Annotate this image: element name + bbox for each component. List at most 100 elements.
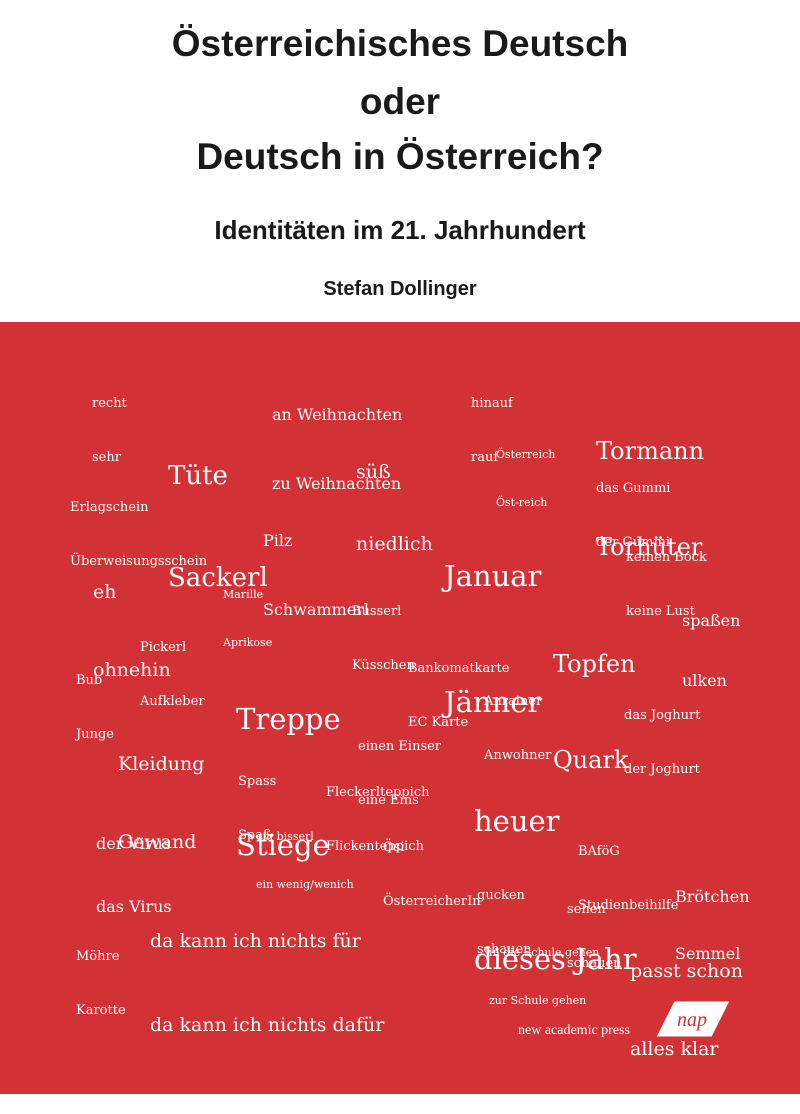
word: Pickerl [140, 640, 187, 655]
word: ulken [682, 671, 727, 690]
word-pair-spassen: spaßen ulken [682, 571, 740, 731]
word: das Gummi [596, 481, 671, 496]
word-cloud-panel [0, 322, 800, 1094]
word-pair-tormann: Tormann Torhüter [596, 371, 704, 627]
word: Quark [553, 746, 629, 774]
word-pair-bankomat: Bankomatkarte EC Karte [408, 624, 509, 768]
word: da kann ich nichts dafür [150, 1014, 385, 1036]
word: der Gummi [596, 535, 670, 550]
word: schauen [567, 956, 622, 971]
word-pair-pickerl: Pickerl Aufkleber [140, 603, 205, 747]
word: Flickenteppich [326, 839, 424, 854]
word: heuer [474, 804, 560, 838]
word: ein wenig/wenich [256, 878, 354, 891]
author: Stefan Dollinger [323, 278, 477, 300]
title-line-2: oder [359, 81, 441, 122]
cover-header: Österreichisches Deutsch oder Deutsch in… [0, 0, 800, 322]
word-pair-schule: in die Schule gehen zur Schule gehen [489, 913, 599, 1041]
word: BAföG [578, 844, 620, 859]
word: alles klar [630, 1038, 719, 1060]
word: Brötchen [675, 887, 750, 906]
word: dieses Jahr [474, 942, 637, 976]
word: süß [356, 461, 391, 483]
word: niedlich [356, 533, 433, 555]
word: Kleidung [118, 753, 205, 775]
word: keinen Bock [626, 550, 707, 565]
word-pair-spass: Spass Spaß [238, 737, 276, 881]
word: Aufkleber [140, 694, 205, 709]
word: eine Eins [358, 793, 419, 808]
subtitle: Identitäten im 21. Jahrhundert [214, 215, 586, 245]
word: Bankomatkarte [408, 661, 510, 676]
word: ÖsterreicherIn [383, 894, 481, 909]
word-pair-oesi: Ösi ÖsterreicherIn [383, 803, 481, 947]
word: Schwammerl [263, 600, 370, 619]
word: Küsschen [352, 658, 415, 673]
word-pair-bub: Bub Junge [76, 636, 114, 780]
word-pair-kleidung: Kleidung Gewand [118, 699, 204, 907]
word: Jänner [444, 685, 542, 719]
word: rauf [471, 450, 499, 465]
word-pair-einser: einen Einser eine Eins [358, 702, 441, 846]
word: ohnehin [93, 659, 171, 681]
word-pair-bisserl: ein bisserl ein wenig/wenich [256, 797, 354, 925]
word-pair-gucken: gucken schauen [477, 851, 532, 995]
word-pair-fleckerl: Fleckerlteppich Flickenteppich [326, 748, 429, 892]
word: Karotte [76, 1003, 126, 1018]
word-pair-topfen: Topfen Quark [553, 584, 636, 840]
word: zu Weihnachten [272, 474, 402, 493]
word: hinauf [471, 396, 513, 411]
word: Möhre [76, 949, 120, 964]
word: Überweisungsschein [70, 554, 208, 569]
word-pair-januar: Januar Jänner [444, 471, 541, 807]
word: Öst-reich [496, 496, 548, 509]
word-pair-heuer: heuer dieses Jahr [474, 706, 637, 1074]
word: Gewand [118, 831, 197, 853]
word: Bub [76, 673, 103, 688]
word: einen Einser [358, 739, 442, 754]
word: Busserl [352, 604, 402, 619]
word: Erlagschein [70, 500, 149, 515]
word: sehen [567, 902, 606, 917]
word: zur Schule gehen [489, 994, 587, 1007]
word-pair-hinauf-rauf: hinauf rauf [471, 359, 513, 503]
publisher-name: new academic press [518, 1023, 630, 1038]
word-pair-virus: der Virus das Virus [96, 791, 172, 959]
word-pair-broetchen: Brötchen Semmel [675, 849, 750, 1001]
word: Stiege [236, 828, 330, 862]
word: Fleckerlteppich [326, 785, 430, 800]
word: Studienbeihilfe [578, 898, 679, 913]
word-pair-treppe: Treppe Stiege [236, 614, 341, 950]
word: sehr [92, 450, 121, 465]
word: Semmel [675, 944, 741, 963]
title-line-3: Deutsch in Österreich? [196, 136, 604, 177]
word: Tormann [596, 437, 705, 465]
nap-logo-text: nap [677, 1009, 707, 1031]
word: Junge [76, 727, 114, 742]
word-pair-joghurt: das Joghurt der Joghurt [624, 671, 700, 815]
word: da kann ich nichts für [150, 930, 361, 952]
word-pair-tuete: Tüte Sackerl [168, 391, 268, 663]
word: der Joghurt [624, 762, 700, 777]
word: Spaß [238, 828, 272, 843]
word-pair-anrainer: Anrainer Anwohner [484, 657, 551, 801]
word: Pilz [263, 531, 293, 550]
word: keine Lust [626, 604, 695, 619]
word-pair-dafuer: da kann ich nichts für da kann ich nicht… [150, 871, 384, 1095]
word: das Joghurt [624, 708, 701, 723]
word-pair-gummi: das Gummi der Gummi [596, 444, 670, 588]
title-line-1: Österreichisches Deutsch [171, 23, 629, 64]
word: Ösi [383, 840, 405, 855]
word: an Weihnachten [272, 405, 403, 424]
word: Topfen [553, 650, 636, 678]
word-pair-suess: süß niedlich [356, 412, 433, 604]
word: spaßen [682, 611, 741, 630]
word: eh [93, 581, 117, 603]
word: Österreich [496, 448, 556, 461]
word: der Virus [96, 834, 171, 853]
word: Treppe [236, 702, 341, 736]
word: schauen [477, 942, 532, 957]
word: recht [92, 396, 127, 411]
word-pair-passt: passt schon alles klar [630, 906, 743, 1114]
word: das Virus [96, 897, 172, 916]
